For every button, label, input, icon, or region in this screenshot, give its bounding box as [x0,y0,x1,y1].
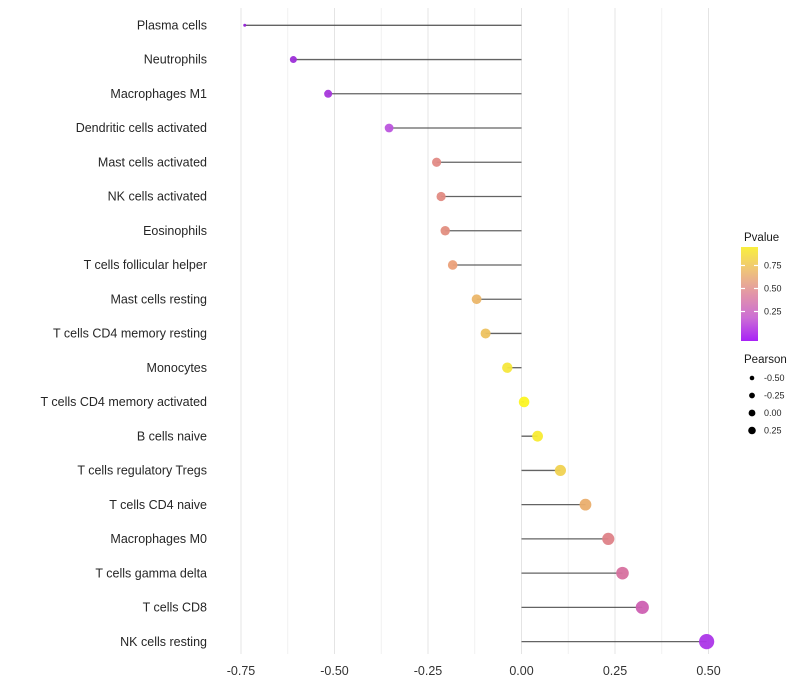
y-axis-label: Dendritic cells activated [76,121,207,135]
lollipop-dot [432,157,442,167]
lollipop-dot [447,260,458,270]
y-axis-label: T cells CD4 naive [109,498,207,512]
lollipop-dot [502,362,513,373]
pvalue-tick-label: 0.25 [764,307,782,317]
y-axis-label: NK cells resting [120,635,207,649]
y-axis-label: Mast cells activated [98,155,207,169]
lollipop-dot [518,396,530,408]
x-axis-tick-label: 0.50 [696,664,720,678]
pearson-legend-title: Pearson [744,354,787,366]
lollipop-dot [616,566,629,580]
pvalue-tick-label: 0.75 [764,261,782,271]
pearson-legend-dot [749,392,755,399]
lollipop-dot [440,226,450,236]
lollipop-dot [699,634,715,650]
lollipop-dot [635,600,649,614]
pearson-legend-dot [748,409,756,417]
lollipop-dot [471,294,482,305]
pvalue-legend-title: Pvalue [744,232,779,244]
lollipop-dot [243,23,247,27]
lollipop-dot [289,56,297,64]
y-axis-label: Monocytes [147,361,207,375]
lollipop-dot [436,191,446,202]
pearson-legend-label: 0.00 [764,408,782,418]
pearson-legend-label: -0.25 [764,391,785,401]
y-axis-label: T cells follicular helper [84,258,207,272]
lollipop-dot [480,328,491,339]
pearson-legend-label: 0.25 [764,426,782,436]
y-axis-label: Macrophages M0 [110,532,207,546]
x-axis-tick-label: -0.25 [414,664,443,678]
pearson-legend-dot [748,426,756,435]
y-axis-label: Plasma cells [137,19,207,33]
y-axis-label: T cells CD8 [143,601,207,615]
y-axis-label: Neutrophils [144,53,207,67]
lollipop-dot [532,430,543,442]
pearson-legend-label: -0.50 [764,373,785,383]
pvalue-gradient-bar [741,247,758,341]
x-axis-tick-label: 0.00 [509,664,533,678]
lollipop-dot [602,532,615,546]
y-axis-label: Eosinophils [143,224,207,238]
y-axis-label: T cells regulatory Tregs [77,464,207,478]
lollipop-dot [554,464,566,477]
y-axis-label: B cells naive [137,429,207,443]
lollipop-dot [579,498,592,511]
y-axis-label: T cells gamma delta [95,566,207,580]
x-axis-tick-label: 0.25 [603,664,627,678]
y-axis-label: T cells CD4 memory activated [41,395,208,409]
lollipop-dot [324,89,333,98]
y-axis-label: T cells CD4 memory resting [53,327,207,341]
y-axis-label: Mast cells resting [110,292,207,306]
x-axis-tick-label: -0.75 [227,664,256,678]
pvalue-tick-label: 0.50 [764,284,782,294]
x-axis-tick-label: -0.50 [320,664,349,678]
lollipop-dot [384,123,394,133]
pearson-legend-dot [749,375,755,381]
y-axis-label: NK cells activated [108,190,207,204]
y-axis-label: Macrophages M1 [110,87,207,101]
